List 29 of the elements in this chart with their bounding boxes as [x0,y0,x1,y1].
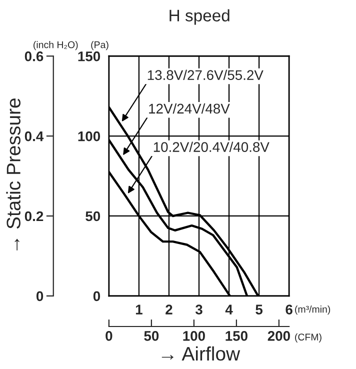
x-tick-label: 1 [136,304,142,314]
y2-axis-title: → Static Pressure [6,98,20,250]
annotation: 10.2V/20.4V/40.8V [154,142,270,152]
x2-tick-label: 50 [144,331,159,341]
x2-tick-label: 200 [268,331,290,341]
y-tick-label: 150 [78,51,100,62]
y2-tick-label: 0.6 [24,51,44,62]
x2-tick-label: 150 [226,331,248,341]
y-tick-label: 50 [86,211,100,222]
x2-axis-title: (CFM) [295,333,322,342]
text: (inch H₂O) [34,41,78,50]
text: (Pa) [91,41,108,50]
x2-tick-label: 0 [106,331,112,341]
annotation: 13.8V/27.6V/55.2V [148,70,264,80]
y2-tick-label: 0.2 [24,211,44,222]
x-tick-label: 4 [225,304,233,314]
x-tick-label: 3 [195,304,202,314]
y2-tick-label: 0 [36,291,44,302]
chart-title: H speed [170,9,230,25]
y-tick-label: 0 [93,291,100,302]
x-axis-title: → Airflow [162,346,240,361]
x-tick-label: 2 [166,304,172,314]
x-tick-label: 5 [256,304,263,314]
y-tick-label: 100 [78,131,100,142]
x2-tick-label: 100 [183,331,205,341]
annotation: 12V/24V/48V [149,103,230,114]
x-tick-label: 6 [286,304,292,314]
y2-tick-label: 0.4 [24,131,44,142]
text: (m³/min) [295,306,330,315]
